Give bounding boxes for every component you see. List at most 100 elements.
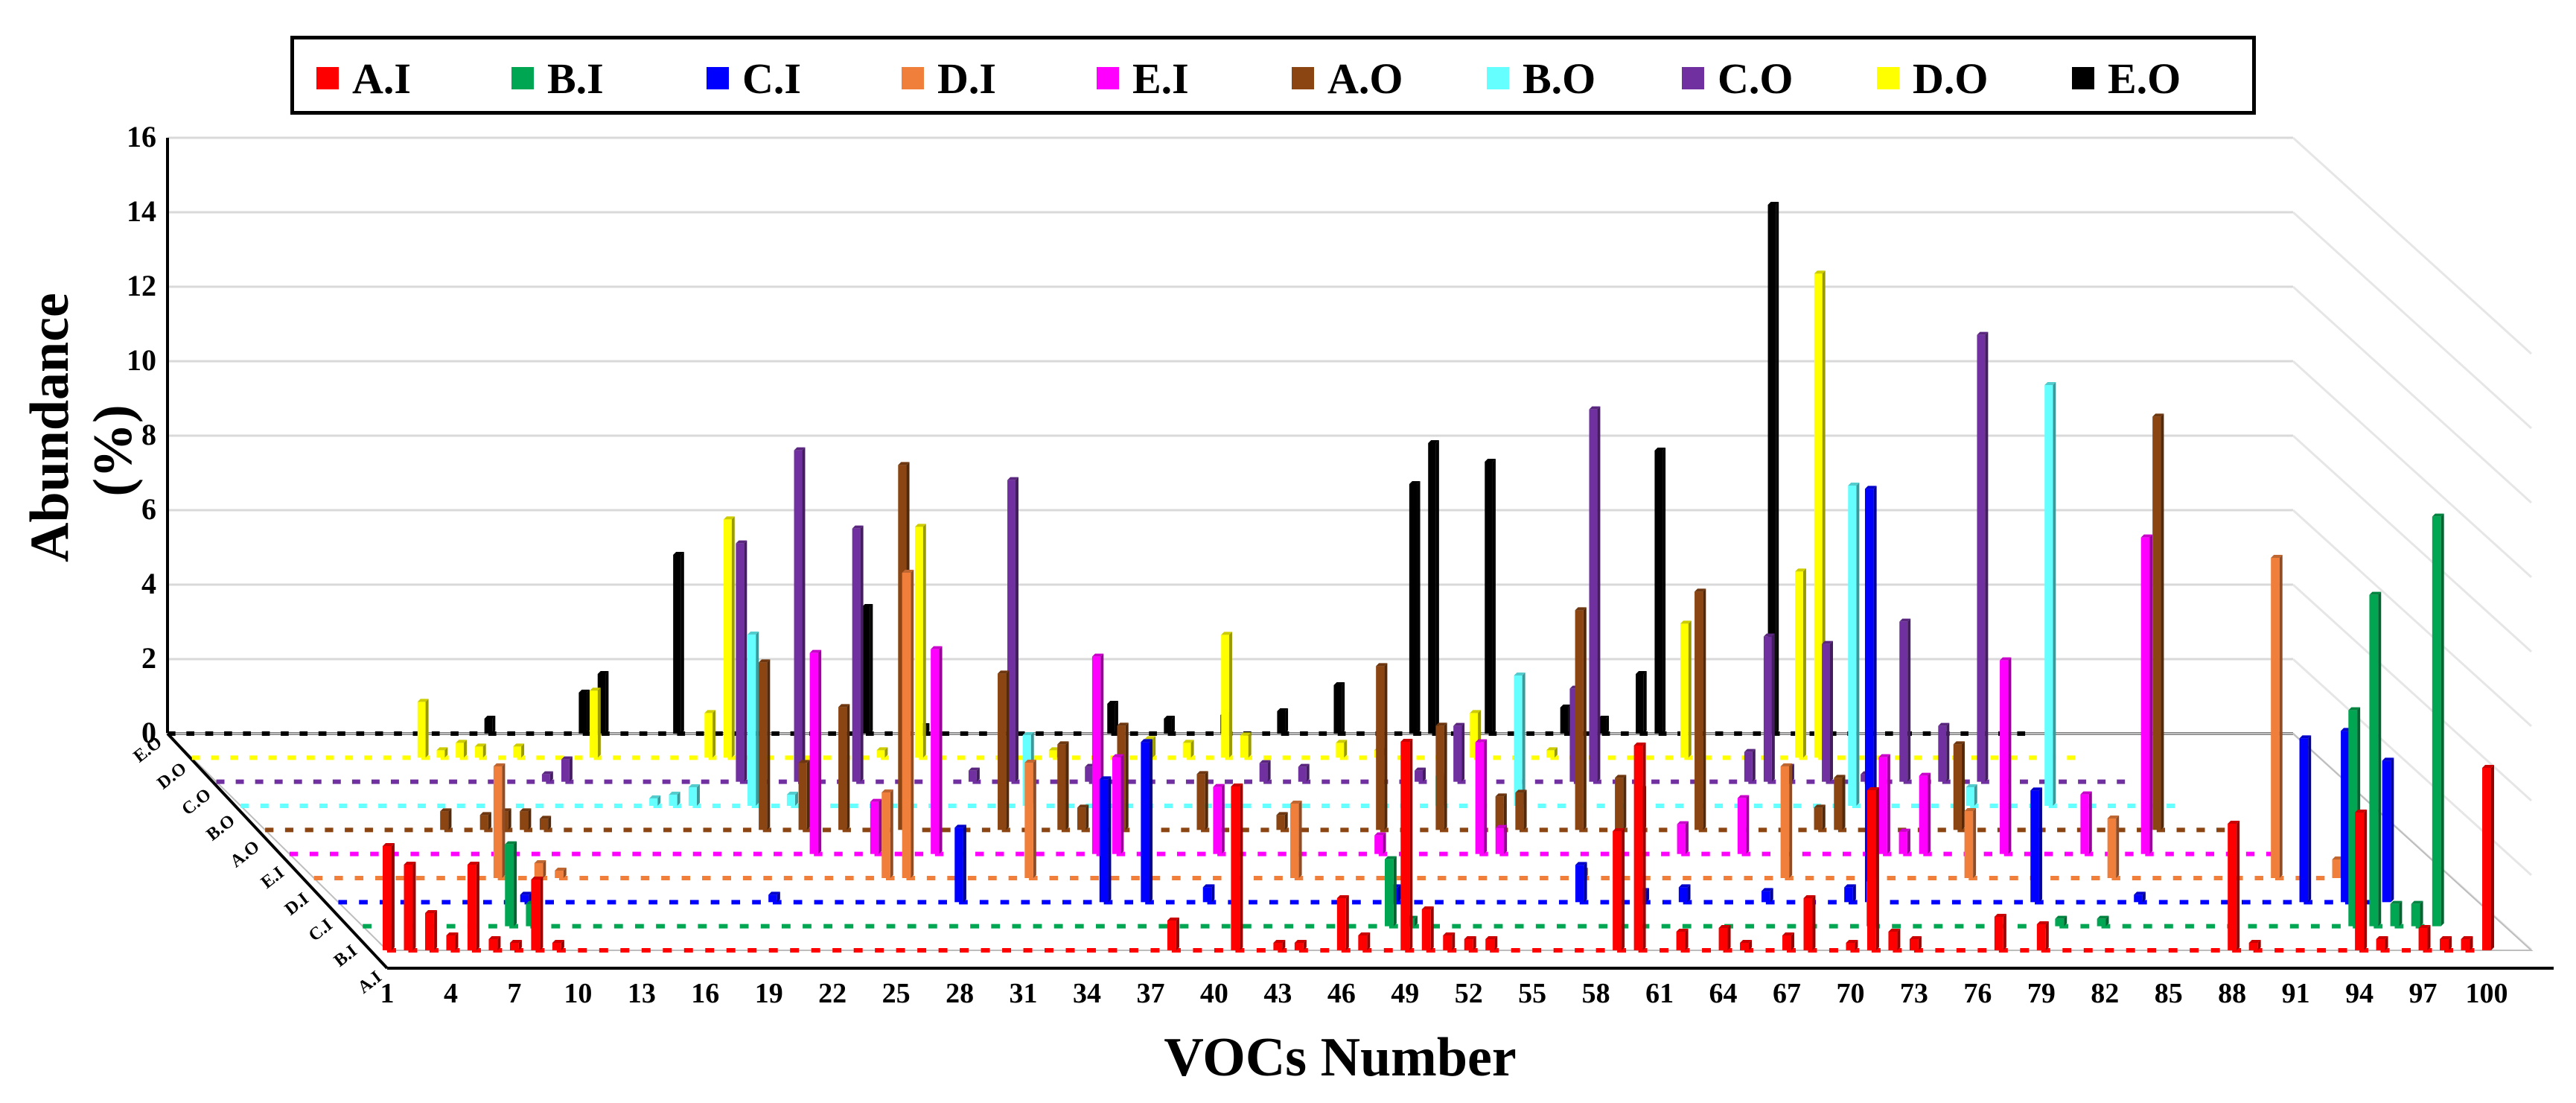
x-tick-label: 19 [754,978,783,1009]
bar [404,862,416,950]
bar [1898,828,1910,854]
x-tick-label: 55 [1518,978,1547,1009]
bar [768,891,780,903]
x-tick-label: 76 [1963,978,1992,1009]
legend: A.I B.I C.I D.I E.I A.O B.O C.O D.O E.O [290,36,2256,115]
bar [881,789,893,878]
bar [417,699,429,758]
x-tick-label: 82 [2091,978,2120,1009]
bar [1514,673,1525,806]
bar [1358,932,1371,950]
bar [2107,816,2120,878]
bar [1780,763,1793,878]
bar [597,671,609,734]
bar [1938,722,1950,782]
x-tick-label: 64 [1709,978,1738,1009]
bars-layer [168,202,2494,953]
bar [1598,716,1610,734]
bar [474,743,486,758]
bar [2140,534,2153,854]
bar [1464,936,1476,950]
bar [2055,915,2068,926]
bar [2432,513,2444,926]
bar [1435,722,1447,830]
bar [1374,832,1386,854]
bar [794,447,806,782]
x-tick-label: 79 [2027,978,2056,1009]
legend-item: B.O [1487,54,1595,103]
bar [1633,743,1646,950]
bar [1495,824,1508,854]
bar [2036,921,2049,950]
bar [1718,925,1731,950]
y-axis-label: Abundance (%) [19,293,144,562]
x-tick-label: 67 [1773,978,1801,1009]
bar [2044,382,2056,806]
bar [531,877,543,950]
bar [1141,739,1153,903]
bar [1240,732,1252,758]
bar [520,891,532,903]
legend-item: E.O [2072,54,2181,103]
x-tick-label: 100 [2465,978,2508,1009]
legend-swatch [2072,67,2094,89]
bar [1415,767,1426,782]
legend-swatch [1292,67,1314,89]
bar [1740,940,1753,950]
bar [1953,741,1965,830]
bar [2271,555,2283,878]
bar [520,808,532,830]
legend-label: B.I [547,54,604,103]
bar [539,816,552,830]
x-tick-label: 31 [1009,978,1038,1009]
bar [2228,821,2240,950]
bar [736,540,747,782]
x-tick-label: 25 [881,978,911,1009]
x-tick-label: 61 [1645,978,1674,1009]
legend-label: E.I [1132,54,1189,103]
bar [870,798,882,854]
bar [1803,895,1816,950]
gridline-side [2292,360,2533,579]
bar [383,843,395,950]
bar [2376,936,2388,950]
bar [914,524,926,758]
bar [1919,772,1931,854]
legend-item: A.I [316,54,411,103]
bar [1443,932,1456,950]
x-tick-label: 58 [1581,978,1610,1009]
legend-label: C.O [1718,54,1794,103]
bar [998,670,1010,830]
bar [1400,739,1413,950]
x-tick-label: 73 [1899,978,1928,1009]
legend-item: E.I [1097,54,1189,103]
bar [1678,884,1691,903]
bar [1167,918,1179,950]
x-axis-label: VOCs Number [1164,1027,1517,1088]
bar [968,767,980,782]
bar [1763,633,1775,782]
bar [1744,748,1756,782]
bar [1613,828,1625,950]
legend-item: D.I [902,54,996,103]
bar [1795,568,1806,758]
bar [1844,884,1856,903]
y-tick-label: 4 [141,567,156,600]
bar [2461,936,2473,950]
bar [1057,741,1069,830]
bar [1259,760,1271,782]
bar [2248,940,2261,950]
bar [876,747,888,758]
x-tick-label: 28 [946,978,975,1009]
bar [1336,740,1348,758]
bar [649,795,661,806]
bar [590,687,601,758]
legend-swatch [902,67,924,89]
bar [673,552,684,734]
bar [2382,757,2394,903]
bar [798,760,810,830]
legend-label: D.O [1913,54,1989,103]
gridline-side [2292,583,2533,802]
